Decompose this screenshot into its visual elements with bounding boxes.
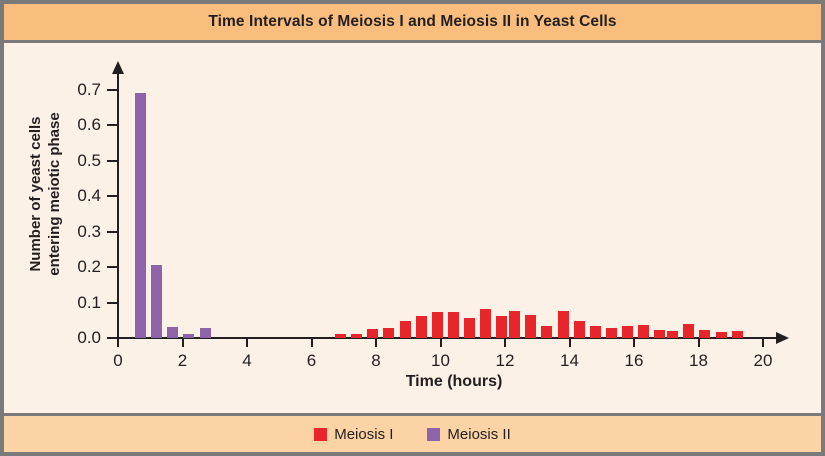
x-tick-mark (246, 339, 248, 347)
y-tick-mark (107, 301, 117, 304)
x-tick-label: 2 (177, 351, 188, 370)
y-tick-mark (107, 195, 117, 197)
y-tick-label: 0.6 (77, 115, 101, 134)
bar-meiosis-i (731, 330, 743, 338)
legend-bar: Meiosis I Meiosis II (4, 416, 821, 452)
bar-meiosis-ii (199, 328, 211, 338)
bar-meiosis-i (622, 325, 634, 338)
bar-meiosis-i (464, 318, 476, 338)
bar-meiosis-i (525, 314, 537, 338)
bar-meiosis-i (683, 324, 695, 338)
bar-meiosis-i (541, 326, 553, 338)
bar-meiosis-i (367, 329, 379, 338)
x-tick-mark (117, 339, 119, 347)
x-tick-label: 20 (753, 351, 773, 370)
bar-meiosis-i (557, 311, 569, 338)
plot-area: 0 2 4 6 8 10 12 14 16 18 20 0.0 0.1 0.2 0.3 0.4 0.5 0.6 0.… (4, 43, 821, 413)
x-tick-mark (762, 339, 764, 347)
y-tick-mark (107, 124, 117, 126)
x-tick-label: 0 (113, 351, 123, 370)
x-axis-title: Time (hours) (405, 373, 503, 390)
x-tick-label: 12 (495, 351, 515, 370)
x-tick-mark (310, 339, 313, 347)
legend-swatch-icon (427, 427, 441, 441)
bar-meiosis-i (335, 333, 347, 338)
bar-meiosis-i (715, 331, 727, 338)
bar-meiosis-i (480, 309, 492, 338)
legend-swatch-icon (314, 427, 328, 441)
bar-meiosis-i (589, 326, 601, 338)
legend-item-meiosis-ii: Meiosis II (427, 425, 511, 443)
x-tick-label: 16 (624, 351, 644, 370)
chart-panel: Number of yeast cells entering meiotic p… (4, 43, 821, 413)
bar-meiosis-i (383, 328, 395, 338)
bar-meiosis-i (351, 334, 363, 338)
x-tick-mark (181, 339, 184, 347)
bar-meiosis-i (509, 310, 521, 338)
y-tick-label: 0.2 (77, 257, 101, 276)
bar-meiosis-i (605, 328, 617, 338)
bar-meiosis-i (415, 315, 427, 338)
y-axis-line (117, 73, 119, 339)
figure-title-bar: Time Intervals of Meiosis I and Meiosis … (4, 4, 821, 40)
bar-meiosis-ii (167, 327, 179, 338)
bar-meiosis-i (699, 330, 711, 338)
bar-meiosis-ii (183, 334, 195, 338)
y-tick-label: 0.3 (77, 221, 101, 241)
y-tick-mark (107, 88, 117, 91)
x-tick-mark (697, 339, 700, 347)
y-tick-label: 0.1 (77, 292, 101, 312)
figure-title: Time Intervals of Meiosis I and Meiosis … (208, 13, 617, 30)
x-tick-mark (439, 339, 442, 347)
x-tick-label: 6 (306, 351, 317, 370)
x-axis-line (118, 337, 778, 339)
y-tick-label: 0.7 (77, 79, 101, 99)
legend-label: Meiosis II (447, 425, 511, 443)
y-tick-label: 0.0 (77, 328, 101, 347)
x-tick-mark (375, 339, 377, 347)
x-tick-label: 4 (242, 351, 252, 370)
y-tick-mark (107, 337, 117, 339)
bar-meiosis-i (654, 330, 666, 338)
bar-meiosis-i (399, 321, 411, 338)
legend-item-meiosis-i: Meiosis I (314, 426, 393, 443)
bar-meiosis-i (573, 321, 585, 338)
x-tick-mark (568, 339, 571, 347)
x-tick-label: 18 (689, 351, 708, 370)
x-axis-arrow-icon (776, 332, 789, 344)
legend-label: Meiosis I (334, 425, 394, 443)
y-tick-label: 0.4 (77, 186, 101, 205)
x-tick-label: 14 (560, 351, 579, 370)
y-tick-mark (107, 230, 117, 233)
x-tick-label: 8 (371, 351, 381, 370)
y-axis-arrow-icon (112, 61, 124, 74)
x-tick-mark (633, 339, 635, 347)
y-tick-mark (107, 266, 117, 268)
bar-meiosis-i (431, 312, 443, 338)
y-tick-mark (107, 159, 117, 162)
y-tick-label: 0.5 (77, 150, 101, 170)
bar-meiosis-i (447, 311, 459, 338)
x-tick-label: 10 (431, 351, 450, 370)
bar-meiosis-i (667, 331, 679, 338)
bar-meiosis-ii (151, 265, 163, 338)
bar-meiosis-ii (135, 93, 147, 338)
bar-meiosis-i (638, 324, 650, 338)
x-tick-mark (504, 339, 506, 347)
bar-meiosis-i (496, 315, 508, 338)
